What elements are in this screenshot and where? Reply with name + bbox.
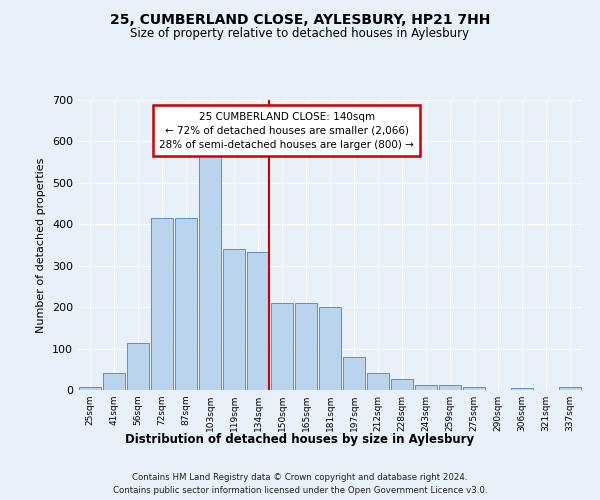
Bar (391, 379, 413, 390)
Bar (319, 307, 341, 390)
Bar (247, 252, 269, 390)
Bar (151, 218, 173, 390)
Text: Contains HM Land Registry data © Crown copyright and database right 2024.
Contai: Contains HM Land Registry data © Crown c… (113, 474, 487, 495)
Y-axis label: Number of detached properties: Number of detached properties (37, 158, 46, 332)
Bar (343, 358, 365, 390)
Text: Size of property relative to detached houses in Aylesbury: Size of property relative to detached ho… (130, 28, 470, 40)
Bar (271, 303, 293, 390)
Text: 25, CUMBERLAND CLOSE, AYLESBURY, HP21 7HH: 25, CUMBERLAND CLOSE, AYLESBURY, HP21 7H… (110, 12, 490, 26)
Bar (439, 384, 461, 390)
Bar (511, 388, 533, 390)
Bar (199, 152, 221, 390)
Text: Distribution of detached houses by size in Aylesbury: Distribution of detached houses by size … (125, 432, 475, 446)
Bar (175, 218, 197, 390)
Bar (103, 374, 125, 390)
Bar (79, 386, 101, 390)
Text: 25 CUMBERLAND CLOSE: 140sqm
← 72% of detached houses are smaller (2,066)
28% of : 25 CUMBERLAND CLOSE: 140sqm ← 72% of det… (160, 112, 414, 150)
Bar (559, 387, 581, 390)
Bar (367, 373, 389, 390)
Bar (415, 384, 437, 390)
Bar (295, 303, 317, 390)
Bar (463, 387, 485, 390)
Bar (223, 249, 245, 390)
Bar (127, 343, 149, 390)
